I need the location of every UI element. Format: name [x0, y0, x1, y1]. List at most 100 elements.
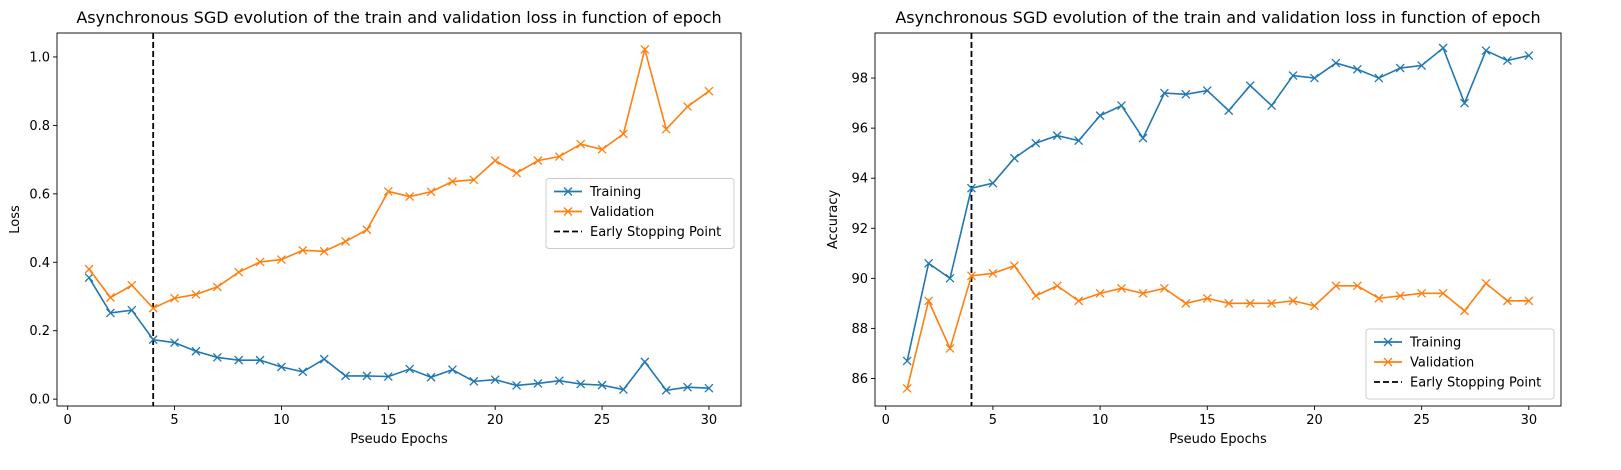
data-point	[319, 354, 329, 364]
data-point	[945, 273, 955, 283]
legend-label: Validation	[1410, 356, 1474, 371]
y-tick-label: 90	[851, 272, 868, 287]
legend-marker	[563, 207, 573, 216]
data-point	[512, 168, 522, 178]
series-line	[906, 46, 1530, 362]
data-point	[597, 380, 607, 390]
data-point	[170, 293, 180, 303]
data-point	[1009, 261, 1019, 271]
y-tick-label: 0.6	[29, 187, 50, 202]
data-point	[1460, 98, 1469, 108]
data-point	[1331, 281, 1341, 291]
data-point	[1288, 296, 1298, 306]
data-point	[988, 268, 998, 278]
y-tick-label: 0.4	[29, 256, 50, 271]
data-point	[1074, 296, 1084, 306]
data-point	[1245, 81, 1255, 91]
data-point	[255, 355, 265, 365]
x-tick-label: 30	[1521, 413, 1538, 428]
y-tick-label: 96	[851, 122, 868, 137]
y-tick-label: 88	[851, 322, 868, 337]
data-point	[362, 371, 372, 381]
data-point	[1052, 131, 1062, 141]
data-point	[1417, 61, 1427, 71]
plot-frame	[874, 32, 1562, 407]
data-point	[1095, 111, 1105, 121]
data-point	[1438, 288, 1448, 298]
legend-label: Validation	[590, 205, 654, 220]
data-point	[1202, 86, 1212, 96]
x-tick-label: 30	[701, 413, 718, 428]
x-tick-label: 25	[1413, 413, 1430, 428]
data-point	[469, 175, 479, 185]
data-point	[1031, 291, 1041, 301]
data-point	[469, 376, 479, 386]
data-point	[341, 371, 351, 381]
legend-marker	[563, 187, 573, 196]
x-tick-label: 10	[273, 413, 290, 428]
data-point	[1245, 298, 1255, 308]
data-point	[704, 383, 714, 393]
x-tick-label: 15	[380, 413, 397, 428]
data-point	[105, 293, 115, 302]
series-line	[88, 46, 710, 310]
chart-title: Asynchronous SGD evolution of the train …	[76, 8, 721, 27]
data-point	[127, 305, 137, 315]
data-point	[212, 352, 222, 362]
data-point	[945, 343, 955, 353]
x-tick-label: 20	[487, 413, 504, 428]
data-point	[447, 365, 457, 375]
y-tick-label: 92	[851, 222, 868, 237]
data-point	[234, 267, 244, 277]
data-point	[1395, 291, 1405, 301]
data-point	[383, 372, 393, 382]
x-axis-label: Pseudo Epochs	[350, 432, 448, 447]
data-point	[1524, 296, 1534, 306]
data-point	[1181, 298, 1191, 308]
data-point	[362, 225, 372, 235]
data-point	[902, 356, 912, 366]
data-point	[127, 280, 137, 290]
x-tick-label: 20	[1306, 413, 1323, 428]
data-point	[1438, 43, 1448, 53]
data-point	[683, 382, 693, 392]
data-point	[170, 338, 180, 348]
y-tick-label: 1.0	[29, 50, 50, 65]
x-tick-label: 10	[1092, 413, 1109, 428]
legend-label: Training	[1409, 336, 1461, 351]
data-point	[576, 379, 586, 389]
data-point	[1159, 283, 1169, 293]
plot-frame	[56, 32, 742, 407]
data-point	[255, 257, 265, 267]
legend: Training Validation Early Stopping Point	[545, 178, 735, 249]
legend-box	[545, 178, 735, 249]
data-point	[298, 245, 308, 255]
data-point	[148, 335, 158, 345]
data-point	[533, 378, 543, 388]
data-point	[276, 255, 286, 264]
legend-label: Early Stopping Point	[590, 225, 721, 240]
data-point	[1310, 301, 1319, 311]
data-point	[1138, 288, 1148, 298]
data-point	[618, 129, 628, 139]
data-point	[597, 144, 607, 154]
data-point	[276, 362, 286, 372]
data-point	[426, 187, 436, 197]
data-point	[1117, 101, 1126, 111]
data-point	[1460, 306, 1469, 316]
data-point	[988, 178, 998, 188]
data-point	[1395, 63, 1405, 73]
data-point	[1331, 58, 1341, 68]
data-point	[447, 177, 457, 186]
y-axis-label: Accuracy	[826, 190, 841, 250]
data-point	[1267, 101, 1277, 111]
data-point	[490, 375, 500, 385]
data-point	[1524, 51, 1534, 60]
data-point	[704, 86, 714, 96]
data-point	[1117, 283, 1126, 293]
data-point	[1310, 73, 1319, 83]
data-point	[533, 156, 543, 166]
data-point	[341, 236, 351, 246]
x-tick-label: 15	[1199, 413, 1216, 428]
